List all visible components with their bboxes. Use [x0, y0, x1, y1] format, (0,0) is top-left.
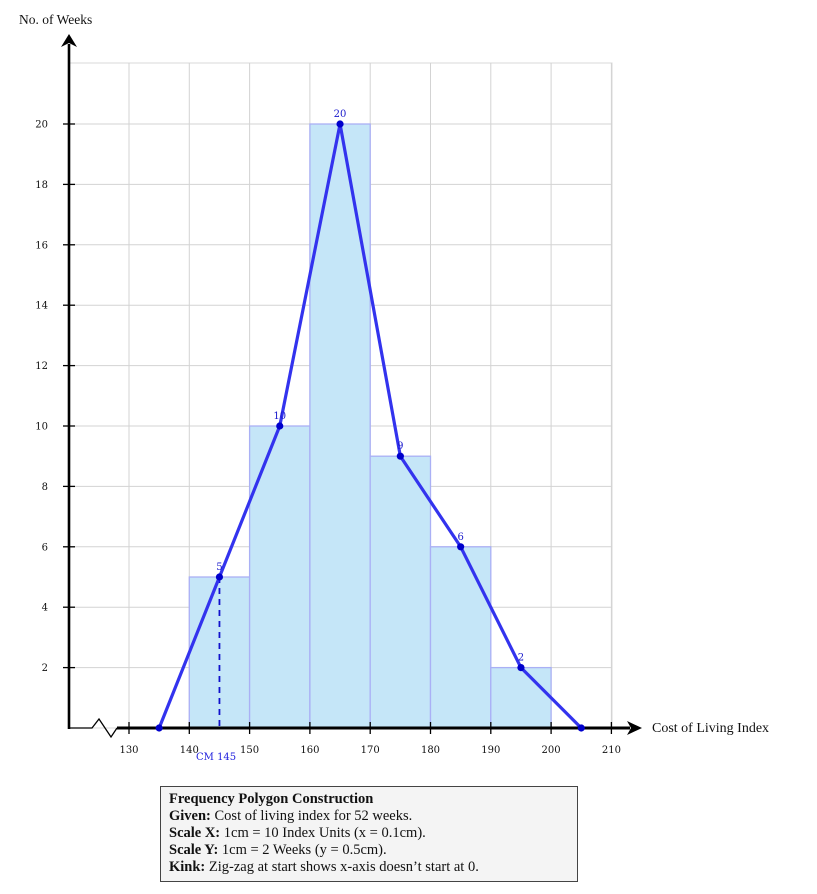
construction-note-box: Frequency Polygon Construction Given: Co… — [160, 786, 578, 882]
x-tick-label: 130 — [119, 745, 138, 756]
y-tick-label: 10 — [35, 422, 48, 433]
y-axis-title: No. of Weeks — [19, 12, 92, 27]
point-value-label: 10 — [273, 411, 286, 422]
y-tick-label: 8 — [42, 482, 48, 493]
note-title: Frequency Polygon Construction — [169, 791, 374, 807]
x-tick-label: 180 — [421, 745, 440, 756]
y-tick-label: 14 — [35, 301, 48, 312]
polygon-point-marker — [276, 422, 284, 430]
point-value-label: 5 — [216, 562, 222, 573]
frequency-polygon — [155, 120, 585, 732]
axis-ticks: 130 140 150 160 170 180 190 200 2102468101214161… — [35, 120, 621, 757]
polygon-point-marker — [155, 724, 163, 732]
x-tick-label: 160 — [300, 745, 319, 756]
x-axis-title: Cost of Living Index — [652, 721, 769, 736]
x-axis-arrow-icon — [627, 721, 642, 735]
polygon-point-marker — [336, 120, 344, 128]
histogram-bar — [248, 425, 311, 729]
note-given: Given: Cost of living index for 52 weeks… — [169, 808, 413, 824]
x-tick-label: 200 — [542, 745, 561, 756]
x-tick-label: 170 — [361, 745, 380, 756]
y-tick-label: 16 — [35, 240, 48, 251]
note-scale-x: Scale X: 1cm = 10 Index Units (x = 0.1cm… — [169, 825, 426, 841]
x-tick-label: 210 — [602, 745, 621, 756]
point-value-label: 2 — [518, 653, 524, 664]
axes — [61, 34, 642, 739]
point-value-label: 9 — [397, 441, 403, 452]
x-tick-label: 140 — [180, 745, 199, 756]
y-tick-label: 4 — [42, 603, 48, 614]
polygon-point-marker — [396, 452, 404, 460]
cm-label: CM 145 — [196, 752, 236, 763]
y-tick-label: 12 — [35, 361, 48, 372]
point-labels: 5 10 20 9 6 2 — [216, 109, 524, 664]
x-tick-label: 190 — [481, 745, 500, 756]
y-tick-label: 6 — [42, 542, 48, 553]
point-value-label: 20 — [334, 109, 347, 120]
polygon-point-marker — [457, 543, 465, 551]
histogram-bars — [188, 123, 552, 729]
polygon-point-marker — [215, 573, 224, 581]
histogram-bar — [429, 546, 492, 729]
histogram-bar — [490, 666, 552, 729]
y-axis-arrow-icon — [61, 34, 77, 47]
frequency-polygon-chart: 130 140 150 160 170 180 190 200 2102468101214161… — [19, 12, 769, 763]
histogram-bar — [309, 123, 371, 729]
y-tick-label: 2 — [42, 663, 48, 674]
histogram-bar — [369, 455, 432, 729]
note-scale-y: Scale Y: 1cm = 2 Weeks (y = 0.5cm). — [169, 842, 387, 858]
y-tick-label: 20 — [35, 120, 48, 131]
polygon-point-marker — [517, 664, 525, 672]
polygon-point-marker — [577, 724, 585, 732]
note-kink: Kink: Zig-zag at start shows x-axis does… — [169, 859, 479, 875]
y-tick-label: 18 — [35, 180, 48, 191]
point-value-label: 6 — [457, 532, 463, 543]
x-tick-label: 150 — [240, 745, 259, 756]
